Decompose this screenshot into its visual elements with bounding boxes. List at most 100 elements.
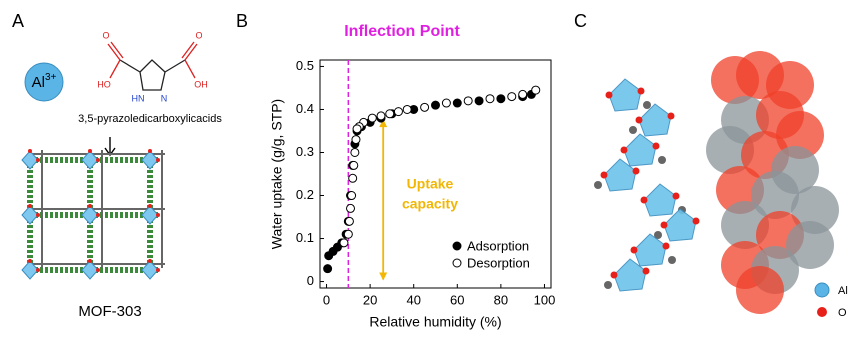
oxygen — [96, 158, 100, 162]
oxygen — [156, 158, 160, 162]
oxygen — [653, 143, 660, 150]
y-tick-label: 0.3 — [296, 144, 314, 159]
oxygen — [96, 268, 100, 272]
y-tick-label: 0.2 — [296, 187, 314, 202]
mof-structure — [22, 149, 165, 279]
oxygen — [36, 268, 40, 272]
arrow-head — [379, 273, 387, 281]
x-tick-label: 60 — [450, 292, 464, 307]
y-axis-label: Water uptake (g/g, STP) — [269, 99, 285, 249]
oxygen — [88, 149, 92, 153]
oxygen — [36, 158, 40, 162]
data-point — [394, 108, 402, 116]
legend-marker — [817, 307, 827, 317]
data-point — [352, 136, 360, 144]
data-point — [353, 125, 361, 133]
oxygen — [606, 92, 613, 99]
y-tick-label: 0.5 — [296, 58, 314, 73]
oxygen — [621, 147, 628, 154]
panel-label: A — [12, 11, 24, 31]
data-point — [348, 192, 356, 200]
al-octahedron — [624, 134, 656, 166]
oxygen — [148, 259, 152, 263]
data-point — [349, 174, 357, 182]
oxygen — [28, 149, 32, 153]
oxygen — [28, 259, 32, 263]
legend-label: Al — [838, 285, 848, 297]
carbon — [668, 256, 676, 264]
y-tick-label: 0.4 — [296, 101, 314, 116]
data-point — [486, 95, 494, 103]
crystal-structure — [594, 51, 839, 314]
atom-label: OH — [194, 79, 208, 89]
data-point — [377, 112, 385, 120]
x-axis-label: Relative humidity (%) — [369, 314, 501, 330]
oxygen — [663, 243, 670, 250]
annotation: capacity — [402, 196, 458, 212]
data-point — [350, 161, 358, 169]
al-octahedron — [609, 79, 641, 111]
oxygen — [156, 268, 160, 272]
spacefill-atom — [736, 266, 784, 314]
data-point — [403, 105, 411, 113]
product-label: MOF-303 — [78, 303, 141, 320]
legend-label: Desorption — [467, 255, 530, 270]
oxygen — [611, 272, 618, 279]
reaction-arrow — [105, 137, 115, 155]
data-point — [347, 204, 355, 212]
linker-label: 3,5-pyrazoledicarboxylicacids — [78, 113, 222, 125]
oxygen — [88, 259, 92, 263]
data-point — [508, 93, 516, 101]
atom-label: O — [195, 30, 202, 40]
oxygen — [36, 213, 40, 217]
carbon — [629, 126, 637, 134]
data-point — [442, 99, 450, 107]
x-tick-label: 100 — [534, 292, 556, 307]
carbon — [658, 156, 666, 164]
legend-marker — [815, 283, 829, 297]
x-tick-label: 0 — [323, 292, 330, 307]
data-point — [340, 239, 348, 247]
oxygen — [633, 168, 640, 175]
data-point — [351, 148, 359, 156]
molecule — [108, 42, 197, 90]
y-tick-label: 0.1 — [296, 230, 314, 245]
atom-label: HN — [132, 93, 145, 103]
oxygen — [156, 213, 160, 217]
legend-label: O — [838, 307, 847, 319]
data-point — [453, 99, 461, 107]
oxygen — [643, 268, 650, 275]
oxygen — [673, 193, 680, 200]
carbon — [604, 281, 612, 289]
al-octahedron — [639, 104, 671, 136]
al-octahedron — [634, 234, 666, 266]
oxygen — [638, 88, 645, 95]
data-point — [421, 103, 429, 111]
oxygen — [148, 149, 152, 153]
oxygen — [96, 213, 100, 217]
oxygen — [641, 197, 648, 204]
legend-marker — [453, 242, 461, 250]
atom-label: HO — [97, 79, 111, 89]
x-tick-label: 40 — [406, 292, 420, 307]
carbon — [643, 101, 651, 109]
data-point — [519, 90, 527, 98]
y-tick-label: 0 — [307, 273, 314, 288]
legend-marker — [453, 259, 461, 267]
data-point — [532, 86, 540, 94]
oxygen — [148, 204, 152, 208]
annotation: Inflection Point — [344, 23, 460, 40]
panel-label: B — [236, 11, 248, 31]
data-point — [344, 230, 352, 238]
plot-frame — [320, 60, 551, 288]
oxygen — [28, 204, 32, 208]
page: A Al3+ O HO HN N O OH 3,5-pyrazoledicarb… — [0, 0, 850, 337]
al-octahedron — [644, 184, 676, 216]
x-tick-label: 20 — [363, 292, 377, 307]
carbon — [594, 181, 602, 189]
data-point — [432, 101, 440, 109]
oxygen — [693, 218, 700, 225]
data-point — [497, 95, 505, 103]
oxygen — [631, 247, 638, 254]
atom-label: O — [102, 30, 109, 40]
